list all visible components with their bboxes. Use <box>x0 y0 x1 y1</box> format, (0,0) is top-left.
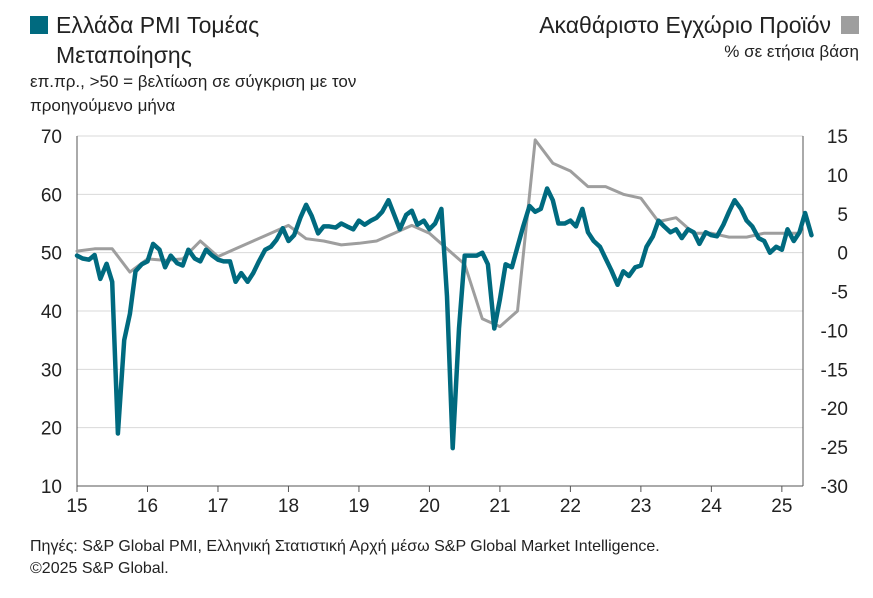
x-tick-2: 17 <box>207 496 228 517</box>
y-left-tick-70: 70 <box>41 127 62 148</box>
y-left-tick-30: 30 <box>41 360 62 381</box>
y-right-tick--25: -25 <box>821 438 848 459</box>
x-tick-5: 20 <box>419 496 440 517</box>
x-tick-7: 22 <box>560 496 581 517</box>
axes <box>76 136 804 492</box>
right-legend: Ακαθάριστο Εγχώριο Προϊόν % σε ετήσια βά… <box>539 10 859 64</box>
x-tick-8: 23 <box>630 496 651 517</box>
y-right-tick-15: 15 <box>827 127 848 148</box>
y-left-tick-40: 40 <box>41 302 62 323</box>
y-right-tick-0: 0 <box>837 244 848 265</box>
pmi-series-line <box>74 186 814 451</box>
y-left-tick-20: 20 <box>41 419 62 440</box>
gdp-legend-title: Ακαθάριστο Εγχώριο Προϊόν <box>539 12 831 38</box>
x-tick-0: 15 <box>66 496 87 517</box>
y-right-tick--10: -10 <box>821 321 848 342</box>
y-left-tick-10: 10 <box>41 477 62 498</box>
gdp-series-line <box>75 138 801 329</box>
pmi-legend-subtitle: επ.πρ., >50 = βελτίωση σε σύγκριση με το… <box>30 72 357 115</box>
gdp-legend-swatch <box>841 16 859 34</box>
pmi-legend-swatch <box>30 16 48 34</box>
y-right-tick--5: -5 <box>831 283 848 304</box>
footer: Πηγές: S&P Global PMI, Ελληνική Στατιστι… <box>30 536 660 580</box>
copyright-note: ©2025 S&P Global. <box>30 560 169 577</box>
x-tick-3: 18 <box>278 496 299 517</box>
x-tick-1: 16 <box>137 496 158 517</box>
x-tick-4: 19 <box>348 496 369 517</box>
gdp-legend-subtitle: % σε ετήσια βάση <box>724 42 859 61</box>
pmi-legend-title: Ελλάδα PMI Τομέας Μεταποίησης <box>56 12 260 68</box>
source-note: Πηγές: S&P Global PMI, Ελληνική Στατιστι… <box>30 538 660 555</box>
series-lines <box>74 138 814 451</box>
y-right-tick-5: 5 <box>837 205 848 226</box>
x-tick-9: 24 <box>701 496 723 517</box>
x-tick-6: 21 <box>489 496 510 517</box>
y-right-tick--15: -15 <box>821 360 848 381</box>
grid-lines <box>77 135 803 487</box>
y-right-tick--30: -30 <box>821 477 848 498</box>
x-tick-10: 25 <box>771 496 792 517</box>
y-left-tick-60: 60 <box>41 185 62 206</box>
y-right-tick-10: 10 <box>827 166 848 187</box>
y-right-tick--20: -20 <box>821 399 848 420</box>
y-left-tick-50: 50 <box>41 244 62 265</box>
